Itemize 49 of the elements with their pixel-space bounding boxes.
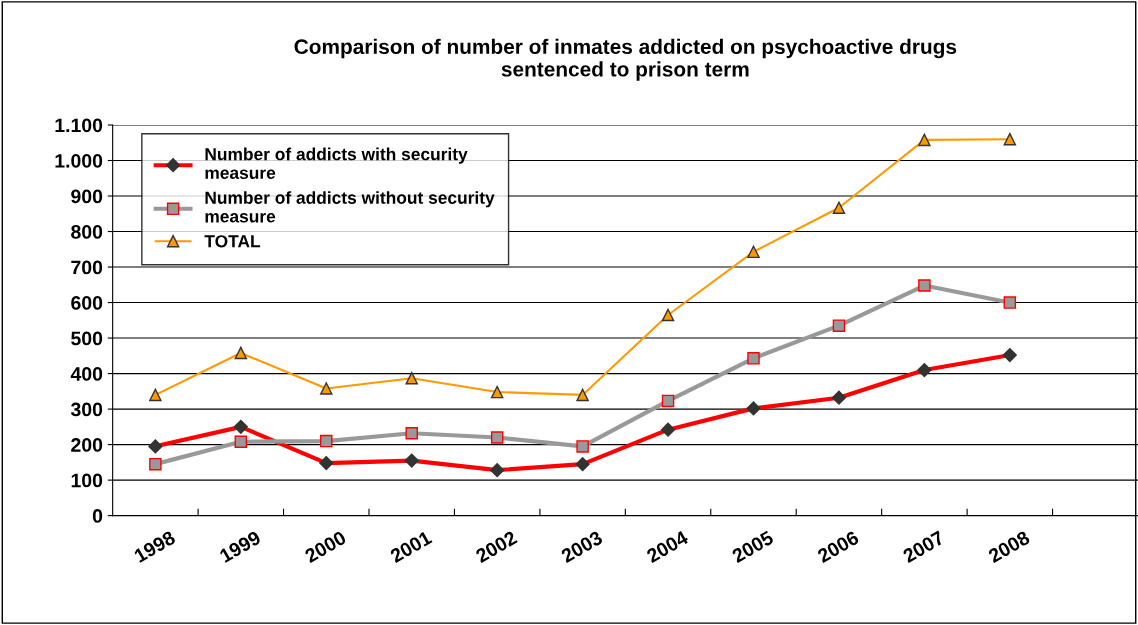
x-tick-label: 2006 <box>816 530 860 564</box>
x-tick-label: 2003 <box>560 530 604 564</box>
point <box>918 279 931 292</box>
y-tick-label: 200 <box>71 438 103 452</box>
point <box>747 352 760 365</box>
point <box>405 426 418 440</box>
y-tick-label: 0 <box>92 509 103 523</box>
y-tick-label: 700 <box>71 260 103 275</box>
y-tick-label: 800 <box>71 225 103 239</box>
x-tick-label: 2005 <box>731 530 775 564</box>
y-tick-label: 100 <box>71 473 103 488</box>
y-tick-label: 300 <box>70 402 103 417</box>
point <box>149 388 162 402</box>
legend-label: TOTAL <box>204 235 261 248</box>
x-tick-label: 2001 <box>389 530 433 564</box>
point <box>320 382 333 395</box>
legend-label: Number of addicts without security measure <box>205 191 495 223</box>
point <box>234 435 248 449</box>
y-tick-label: 600 <box>71 296 103 310</box>
x-tick-label: 2000 <box>303 530 347 564</box>
point <box>490 431 504 444</box>
point <box>576 388 589 402</box>
y-tick-label: 900 <box>71 189 103 204</box>
x-tick-label: 2008 <box>987 530 1031 564</box>
x-tick-label: 2002 <box>474 530 518 564</box>
x-tick-label: 2004 <box>645 530 690 564</box>
chart-title: Comparison of number of inmates addicted on psychoactive drugs sentenced to prison term <box>294 38 957 81</box>
point <box>747 245 760 259</box>
point <box>320 434 333 448</box>
y-tick-label: 500 <box>71 331 103 346</box>
legend-label: Number of addicts with security measure <box>205 147 468 180</box>
point <box>234 346 248 360</box>
point <box>576 440 589 453</box>
point <box>661 308 675 322</box>
point <box>661 394 675 408</box>
point <box>832 319 846 332</box>
point <box>149 457 162 471</box>
point <box>832 201 846 214</box>
y-tick-label: 1.000 <box>55 153 103 168</box>
point <box>1003 296 1017 309</box>
x-tick-label: 1998 <box>133 530 177 563</box>
point <box>1003 132 1017 146</box>
x-tick-label: 2007 <box>901 530 945 564</box>
point <box>918 133 931 147</box>
y-tick-label: 400 <box>70 367 103 381</box>
y-tick-label: 1.100 <box>55 118 103 133</box>
point <box>405 371 418 385</box>
x-tick-label: 1999 <box>218 530 262 563</box>
point <box>490 385 504 399</box>
